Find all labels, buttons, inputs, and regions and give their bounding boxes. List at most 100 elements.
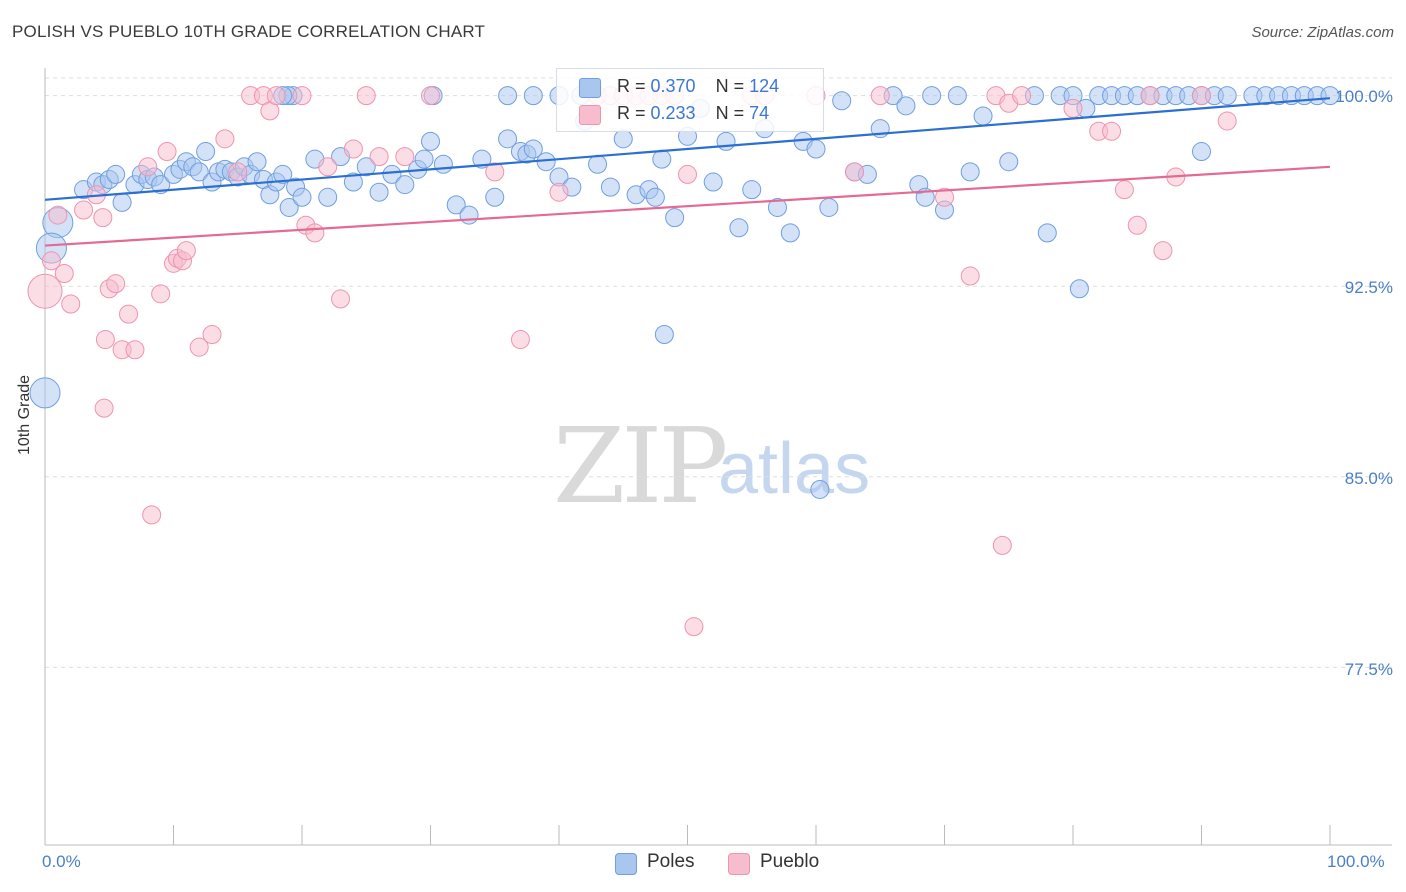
poles-point: [343, 172, 363, 192]
pueblo-point: [41, 251, 61, 271]
legend: R = 0.370 N = 124 R = 0.233 N = 74: [556, 68, 824, 132]
poles-point: [356, 157, 376, 177]
pueblo-point: [1127, 215, 1147, 235]
pueblo-point: [215, 129, 235, 149]
poles-point: [472, 149, 492, 169]
pueblo-point: [176, 241, 196, 261]
poles-point: [485, 187, 505, 207]
pueblo-legend-label: Pueblo: [760, 851, 820, 872]
poles-point: [960, 162, 980, 182]
legend-r-label: R =: [617, 103, 651, 123]
poles-point: [292, 187, 312, 207]
pueblo-point: [510, 330, 530, 350]
pueblo-point: [485, 162, 505, 182]
poles-swatch: [615, 853, 637, 875]
pueblo-point: [960, 266, 980, 286]
pueblo-point: [138, 157, 158, 177]
poles-point: [999, 152, 1019, 172]
poles-point: [523, 139, 543, 159]
legend-r-value: 0.370: [650, 76, 696, 96]
poles-point: [112, 192, 132, 212]
poles-point: [1037, 223, 1057, 243]
poles-point: [247, 152, 267, 172]
watermark-zip: ZIP: [553, 405, 728, 527]
poles-point: [810, 479, 830, 499]
poles-swatch: [579, 78, 601, 98]
pueblo-point: [1102, 121, 1122, 141]
pueblo-point: [266, 86, 286, 106]
y-tick-label: 92.5%: [1344, 278, 1393, 297]
x-tick-label: 100.0%: [1327, 852, 1385, 871]
legend-r-value: 0.233: [650, 103, 696, 123]
pueblo-point: [369, 147, 389, 167]
poles-point: [780, 223, 800, 243]
poles-point: [414, 149, 434, 169]
y-tick-label: 85.0%: [1344, 469, 1393, 488]
pueblo-point: [48, 205, 68, 225]
legend-n-label: N =: [715, 103, 750, 123]
pueblo-point: [1114, 180, 1134, 200]
poles-point: [729, 218, 749, 238]
pueblo-point: [1153, 241, 1173, 261]
poles-point: [742, 180, 762, 200]
poles-point: [446, 195, 466, 215]
pueblo-point: [1140, 86, 1160, 106]
pueblo-point: [125, 340, 145, 360]
pueblo-point: [74, 200, 94, 220]
poles-point: [703, 172, 723, 192]
poles-point: [1217, 86, 1237, 106]
poles-point: [279, 197, 299, 217]
y-tick-label: 100.0%: [1335, 87, 1393, 106]
pueblo-point: [992, 535, 1012, 555]
pueblo-point: [1012, 86, 1032, 106]
poles-point: [1069, 279, 1089, 299]
poles-point: [654, 324, 674, 344]
poles-point: [806, 139, 826, 159]
pueblo-point: [228, 162, 248, 182]
poles-point: [196, 142, 216, 162]
pueblo-point: [142, 505, 162, 525]
poles-trendline: [44, 97, 1331, 201]
chart-title: POLISH VS PUEBLO 10TH GRADE CORRELATION …: [12, 22, 486, 41]
x-tick-label: 0.0%: [42, 852, 81, 871]
poles-point: [433, 154, 453, 174]
poles-point: [716, 131, 736, 151]
pueblo-swatch: [579, 105, 601, 125]
poles-point: [947, 86, 967, 106]
poles-point: [459, 205, 479, 225]
pueblo-point: [94, 398, 114, 418]
pueblo-point: [119, 304, 139, 324]
pueblo-point: [189, 337, 209, 357]
poles-point: [421, 131, 440, 151]
y-tick-label: 77.5%: [1344, 660, 1393, 679]
poles-point: [29, 377, 61, 409]
pueblo-point: [61, 294, 81, 314]
pueblo-point: [95, 330, 115, 350]
watermark-atlas: atlas: [718, 429, 871, 509]
poles-point: [600, 177, 620, 197]
poles-point: [832, 91, 852, 111]
pueblo-point: [202, 324, 222, 344]
pueblo-point: [356, 86, 376, 106]
poles-point: [369, 182, 389, 202]
poles-point: [652, 149, 672, 169]
pueblo-point: [935, 187, 954, 207]
pueblo-point: [292, 86, 312, 106]
poles-point: [645, 187, 665, 207]
pueblo-point: [421, 86, 440, 106]
poles-point: [498, 129, 518, 149]
poles-point: [767, 197, 787, 217]
pueblo-point: [1192, 86, 1211, 106]
pueblo-point: [549, 182, 569, 202]
poles-point: [498, 86, 518, 106]
poles-point: [318, 187, 338, 207]
poles-point: [1192, 142, 1211, 162]
poles-point: [1320, 86, 1340, 106]
pueblo-point: [318, 157, 338, 177]
poles-point: [189, 162, 209, 182]
pueblo-point: [27, 273, 63, 309]
poles-point: [151, 175, 171, 195]
legend-r-label: R =: [617, 76, 651, 96]
poles-point: [819, 197, 839, 217]
